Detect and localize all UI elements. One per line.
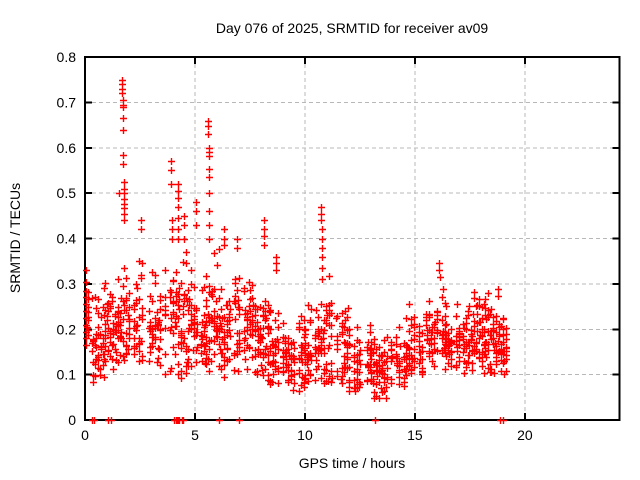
scatter-plus-markers	[83, 77, 510, 424]
chart-title: Day 076 of 2025, SRMTID for receiver av0…	[216, 20, 489, 36]
y-tick-label: 0.6	[57, 140, 77, 156]
plot-border-and-ticks	[84, 56, 621, 421]
y-tick-label: 0.5	[57, 185, 77, 201]
y-tick-label: 0.3	[57, 276, 77, 292]
x-tick-label: 0	[81, 427, 89, 443]
y-tick-label: 0.8	[57, 49, 77, 65]
y-axis-label: SRMTID / TECUs	[7, 183, 23, 293]
x-axis-label: GPS time / hours	[299, 455, 406, 471]
y-tick-label: 0.4	[57, 231, 77, 247]
x-tick-label: 15	[407, 427, 423, 443]
y-tick-label: 0.1	[57, 367, 77, 383]
y-tick-label: 0.2	[57, 321, 77, 337]
tick-labels: 0 5 10 15 20 0 0.1 0.2 0.3 0.4 0.5 0.6 0.7 0.8	[57, 49, 533, 443]
y-tick-label: 0	[68, 412, 76, 428]
data-point-markers	[83, 77, 510, 424]
grid-lines	[85, 57, 620, 420]
x-tick-label: 10	[297, 427, 313, 443]
x-tick-label: 20	[517, 427, 533, 443]
x-tick-label: 5	[191, 427, 199, 443]
y-tick-label: 0.7	[57, 94, 77, 110]
